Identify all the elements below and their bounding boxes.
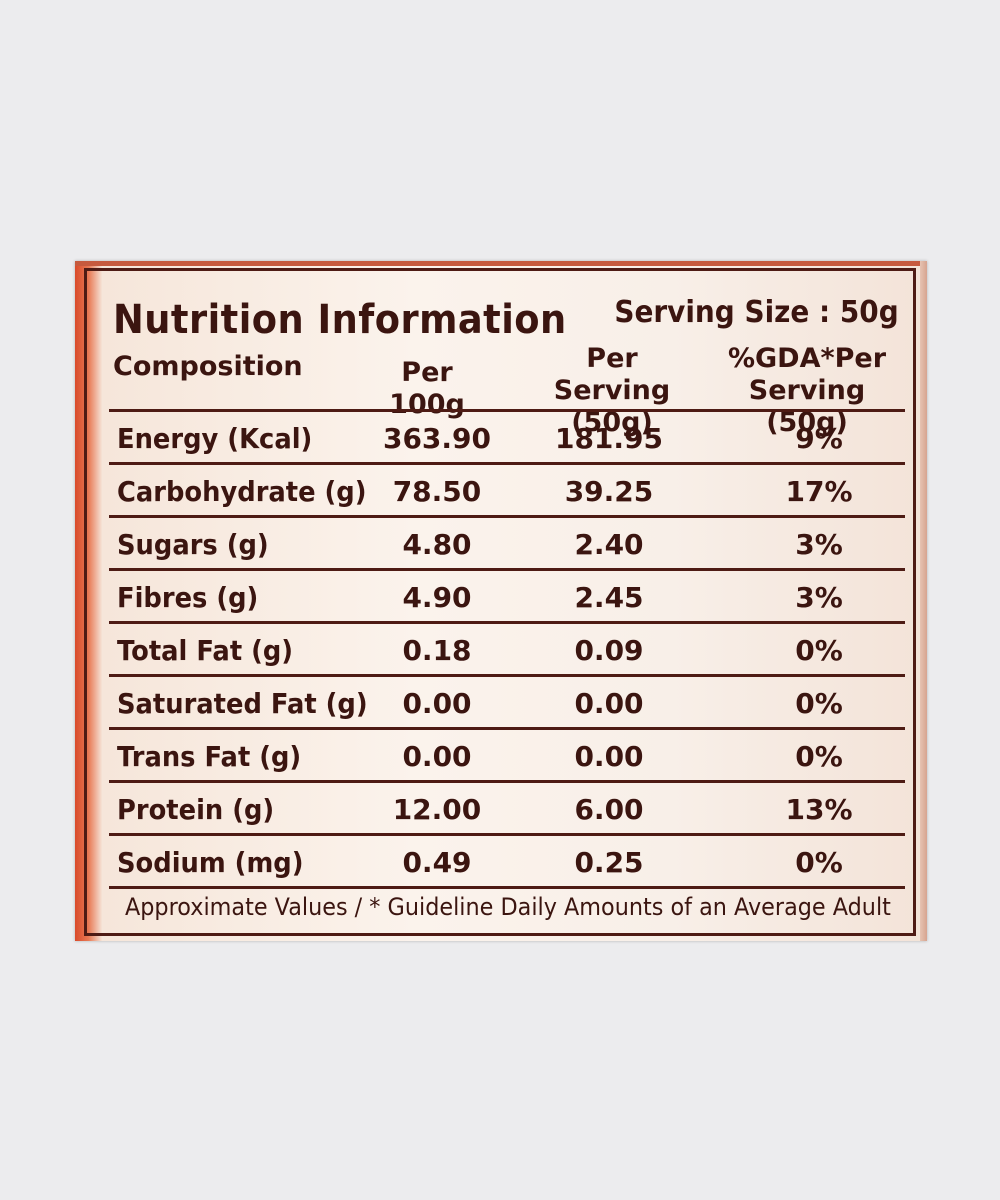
value-gda: 17%	[785, 475, 853, 508]
table-row: Total Fat (g) 0.18 0.09 0%	[109, 624, 905, 677]
value-per-serving: 181.95	[554, 422, 664, 455]
nutrition-table: Energy (Kcal) 363.90 181.95 9% Carbohydr…	[109, 412, 905, 889]
nutrition-panel: Nutrition Information Serving Size : 50g…	[84, 268, 916, 936]
value-gda: 9%	[795, 422, 843, 455]
nutrient-name: Energy (Kcal)	[117, 422, 313, 455]
nutrient-name: Sugars (g)	[117, 528, 269, 561]
value-per-serving: 0.25	[574, 846, 644, 879]
nutrient-name: Protein (g)	[117, 793, 275, 826]
nutrient-name: Saturated Fat (g)	[117, 687, 368, 720]
value-per-100g: 4.80	[402, 528, 472, 561]
column-header-per-serving-line2: (50g)	[571, 407, 653, 438]
header-divider	[109, 409, 905, 412]
table-row: Protein (g) 12.00 6.00 13%	[109, 783, 905, 836]
column-header-per-serving-line1: Per Serving	[553, 343, 671, 406]
table-row: Sodium (mg) 0.49 0.25 0%	[109, 836, 905, 889]
value-per-100g: 0.49	[402, 846, 472, 879]
nutrient-name: Sodium (mg)	[117, 846, 304, 879]
value-gda: 0%	[795, 634, 843, 667]
table-row: Sugars (g) 4.80 2.40 3%	[109, 518, 905, 571]
value-gda: 3%	[795, 528, 843, 561]
column-header-composition-label: Composition	[113, 351, 303, 382]
value-per-serving: 0.09	[574, 634, 644, 667]
column-header-gda-line2: Serving (50g)	[748, 375, 866, 438]
panel-title: Nutrition Information	[113, 297, 567, 343]
value-gda: 0%	[795, 687, 843, 720]
value-per-serving: 2.40	[574, 528, 644, 561]
value-per-serving: 39.25	[564, 475, 654, 508]
value-per-100g: 0.00	[402, 740, 472, 773]
value-per-100g: 363.90	[382, 422, 492, 455]
value-gda: 13%	[785, 793, 853, 826]
value-per-100g: 0.00	[402, 687, 472, 720]
nutrient-name: Fibres (g)	[117, 581, 259, 614]
footnote: Approximate Values / * Guideline Daily A…	[125, 893, 891, 921]
value-gda: 0%	[795, 846, 843, 879]
column-header-composition: Composition	[113, 351, 303, 383]
value-per-serving: 0.00	[574, 687, 644, 720]
value-per-100g: 78.50	[392, 475, 482, 508]
column-header-per-serving: Per Serving (50g)	[532, 343, 692, 439]
serving-size: Serving Size : 50g	[614, 295, 899, 330]
column-header-per-100g-label: Per 100g	[389, 357, 465, 420]
table-row: Carbohydrate (g) 78.50 39.25 17%	[109, 465, 905, 518]
table-row: Fibres (g) 4.90 2.45 3%	[109, 571, 905, 624]
table-row: Trans Fat (g) 0.00 0.00 0%	[109, 730, 905, 783]
value-gda: 3%	[795, 581, 843, 614]
column-header-gda-line1: %GDA*Per	[727, 343, 887, 374]
table-row: Saturated Fat (g) 0.00 0.00 0%	[109, 677, 905, 730]
label-photo	[75, 261, 927, 941]
nutrient-name: Trans Fat (g)	[117, 740, 302, 773]
nutrient-name: Total Fat (g)	[117, 634, 294, 667]
column-header-gda: %GDA*Per Serving (50g)	[712, 343, 902, 439]
value-gda: 0%	[795, 740, 843, 773]
nutrient-name: Carbohydrate (g)	[117, 475, 367, 508]
value-per-100g: 4.90	[402, 581, 472, 614]
value-per-100g: 12.00	[392, 793, 482, 826]
value-per-serving: 6.00	[574, 793, 644, 826]
table-row: Energy (Kcal) 363.90 181.95 9%	[109, 412, 905, 465]
value-per-serving: 0.00	[574, 740, 644, 773]
value-per-100g: 0.18	[402, 634, 472, 667]
value-per-serving: 2.45	[574, 581, 644, 614]
column-header-per-100g: Per 100g	[367, 357, 487, 421]
